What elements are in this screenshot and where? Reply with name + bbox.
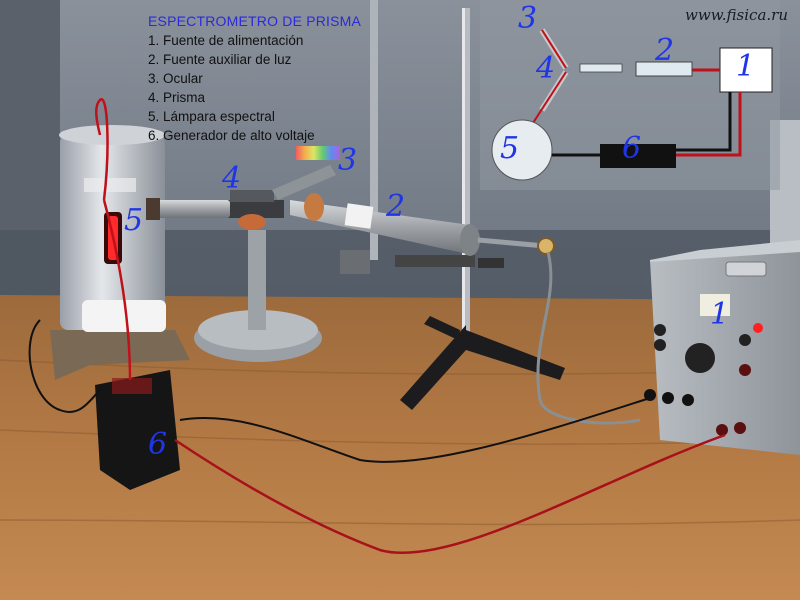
watermark: www.fisica.ru: [685, 6, 788, 24]
prism-knob: [238, 214, 266, 230]
clamp-jaw: [340, 250, 370, 274]
power-supply-terminal: [654, 324, 666, 336]
power-supply-terminal: [739, 364, 751, 376]
power-supply-knob: [685, 343, 715, 373]
clamp-screw: [478, 258, 504, 268]
schematic-auxiliary-light: [635, 61, 693, 77]
telescope-tube: [272, 165, 336, 200]
photo-label-3: 3: [338, 143, 358, 178]
schematic-diagram: [491, 28, 773, 181]
power-supply-case: [650, 250, 800, 455]
legend-item: 3. Ocular: [148, 71, 203, 86]
stand-rod: [462, 8, 470, 338]
aux-cable: [536, 251, 641, 425]
auxiliary-light-source: [290, 193, 555, 256]
prism-stand-column: [248, 230, 266, 330]
schematic-ray: [541, 29, 567, 69]
power-supply-terminal: [682, 394, 694, 406]
schematic-wire-black: [676, 92, 732, 152]
photo-label-4: 4: [222, 161, 242, 196]
wire-black: [179, 397, 651, 463]
wire-black: [28, 319, 101, 413]
aux-tube-rod: [477, 237, 546, 249]
schematic-spectral-lamp: [491, 119, 553, 181]
power-supply-handle: [725, 261, 767, 277]
stand-rod-highlight: [462, 8, 465, 338]
power-supply-indicator-lamp: [753, 323, 763, 333]
spectrum-glimpse: [296, 146, 340, 160]
legend-item: 6. Generador de alto voltaje: [148, 128, 315, 143]
power-supply-terminal: [662, 392, 674, 404]
prism-table: [222, 200, 284, 218]
lamp-top: [59, 125, 165, 145]
schematic-label-1: 1: [736, 49, 756, 84]
lamp-wire-red: [95, 98, 109, 201]
lamp-wire-red: [102, 199, 132, 381]
hv-generator-box: [95, 370, 180, 490]
aux-tube-end: [304, 193, 324, 221]
prism-stand: [194, 190, 322, 362]
hv-generator: [95, 370, 180, 490]
wire-red: [174, 433, 726, 555]
lamp-wooden-base: [50, 330, 190, 380]
schematic-label-6: 6: [622, 131, 642, 166]
legend-title: ESPECTROMETRO DE PRISMA: [148, 13, 362, 29]
aux-tube-knob: [537, 237, 555, 255]
hv-generator-top-red: [112, 378, 152, 394]
collimator-tube: [150, 200, 230, 218]
legend-item: 4. Prisma: [148, 90, 206, 105]
rod-clamp: [395, 255, 475, 267]
power-supply-terminal: [716, 424, 728, 436]
aux-tube-label: [344, 203, 374, 229]
schematic-hv-generator: [600, 144, 676, 168]
prism-holder: [230, 190, 274, 202]
legend-item: 2. Fuente auxiliar de luz: [148, 52, 292, 67]
schematic-label-3: 3: [518, 1, 538, 36]
photo-label-1: 1: [710, 297, 730, 332]
power-supply: [644, 240, 800, 455]
photo-label-6: 6: [148, 427, 168, 462]
power-supply-terminal: [734, 422, 746, 434]
power-supply-nameplate: [700, 294, 730, 316]
lamp-bottom-cap: [82, 300, 166, 332]
aux-tube: [290, 200, 472, 255]
legend-item: 1. Fuente de alimentación: [148, 33, 304, 48]
legend-item: 5. Lámpara espectral: [148, 109, 275, 124]
collimator: [146, 198, 230, 220]
schematic-collimator: [579, 63, 623, 73]
schematic-label-4: 4: [536, 51, 556, 86]
photo-label-2: 2: [386, 189, 406, 224]
legend: ESPECTROMETRO DE PRISMA 1. Fuente de ali…: [148, 12, 361, 145]
schematic-label-2: 2: [655, 33, 675, 68]
power-supply-terminal: [654, 339, 666, 351]
aux-tube-cap: [460, 224, 480, 256]
photo-label-5: 5: [124, 203, 144, 238]
power-supply-top: [650, 240, 800, 262]
collimator-slit: [146, 198, 160, 220]
lamp-label-sticker: [84, 178, 136, 192]
power-supply-terminal: [739, 334, 751, 346]
wall-seam: [370, 0, 378, 260]
telescope: [272, 146, 340, 200]
tripod-base: [400, 325, 565, 410]
tripod-leg: [424, 316, 460, 340]
schematic-label-5: 5: [500, 131, 520, 166]
schematic-wire-red: [676, 92, 742, 157]
